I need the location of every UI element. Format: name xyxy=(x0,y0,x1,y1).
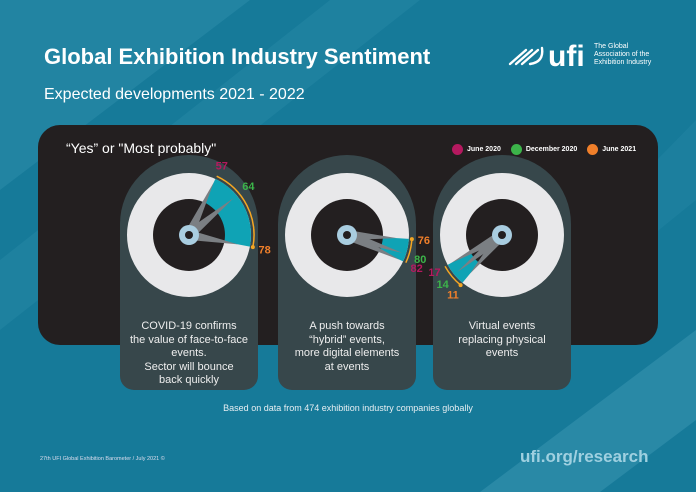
gauge-hub-hole xyxy=(185,231,193,239)
gauge-hub-hole xyxy=(498,231,506,239)
gauge-hub-hole xyxy=(343,231,351,239)
legend-dot xyxy=(452,144,463,155)
legend: June 2020 December 2020 June 2021 xyxy=(452,144,636,155)
caption-line: events xyxy=(485,347,519,359)
legend-dot xyxy=(510,144,522,155)
arrow-head xyxy=(458,283,463,288)
svg-text:ufi: ufi xyxy=(548,40,585,73)
caption-line: A push towards xyxy=(309,320,385,332)
caption-line: Virtual events xyxy=(468,320,536,332)
gauge-caption: COVID-19 confirms the value of face-to-fa… xyxy=(120,320,258,388)
legend-item: June 2021 xyxy=(587,144,636,155)
gauge-value-label: 78 xyxy=(259,244,271,256)
gauge-value-label: 82 xyxy=(411,263,423,275)
legend-item: June 2020 xyxy=(452,144,501,155)
logo-tagline: The Global Association of the Exhibition I… xyxy=(594,43,652,66)
caption-line: COVID-19 confirms xyxy=(141,320,237,332)
data-note: Based on data from 474 exhibition indust… xyxy=(223,403,473,413)
gauge-value-label: 64 xyxy=(242,181,255,193)
gauge-needle xyxy=(184,182,214,238)
arrow-head xyxy=(250,245,255,250)
research-link[interactable]: ufi.org/research xyxy=(520,447,649,466)
gauge-value-label: 14 xyxy=(437,279,450,291)
gauge-caption: Virtual events replacing physical events xyxy=(433,320,571,361)
gauge-trend-arrow xyxy=(216,175,255,248)
chart-title: “Yes” or "Most probably" xyxy=(66,140,217,156)
caption-line: events. xyxy=(171,347,207,359)
gauge-needle xyxy=(451,230,505,263)
caption-line: the value of face-to-face xyxy=(129,333,248,346)
gauge-value-label: 57 xyxy=(216,160,228,172)
caption-line: replacing physical xyxy=(458,333,546,346)
legend-dot xyxy=(587,144,599,155)
page-subtitle: Expected developments 2021 - 2022 xyxy=(44,86,305,103)
caption-line: “hybrid” events, xyxy=(309,333,385,346)
caption-line: at events xyxy=(324,360,370,373)
arrow-head xyxy=(409,237,414,242)
gauge-needle xyxy=(185,198,234,239)
footer-source: 27th UFI Global Exhibition Barometer / J… xyxy=(40,456,165,462)
caption-line: back quickly xyxy=(159,374,219,386)
legend-item: December 2020 xyxy=(510,144,577,155)
caption-line: Sector will bounce xyxy=(144,360,234,373)
gauge-caption: A push towards “hybrid” events, more digit… xyxy=(278,320,416,374)
gauge-needle xyxy=(346,230,397,240)
ufi-logo: ufi xyxy=(508,40,585,73)
gauge-value-label: 17 xyxy=(428,267,440,279)
caption-line: more digital elements xyxy=(294,347,400,359)
page-title: Global Exhibition Industry Sentiment xyxy=(44,44,431,69)
gauge-needle xyxy=(188,230,239,245)
gauge-value-label: 80 xyxy=(414,254,426,266)
gauge-value-label: 76 xyxy=(418,235,430,247)
gauge-value-label: 11 xyxy=(447,289,459,301)
